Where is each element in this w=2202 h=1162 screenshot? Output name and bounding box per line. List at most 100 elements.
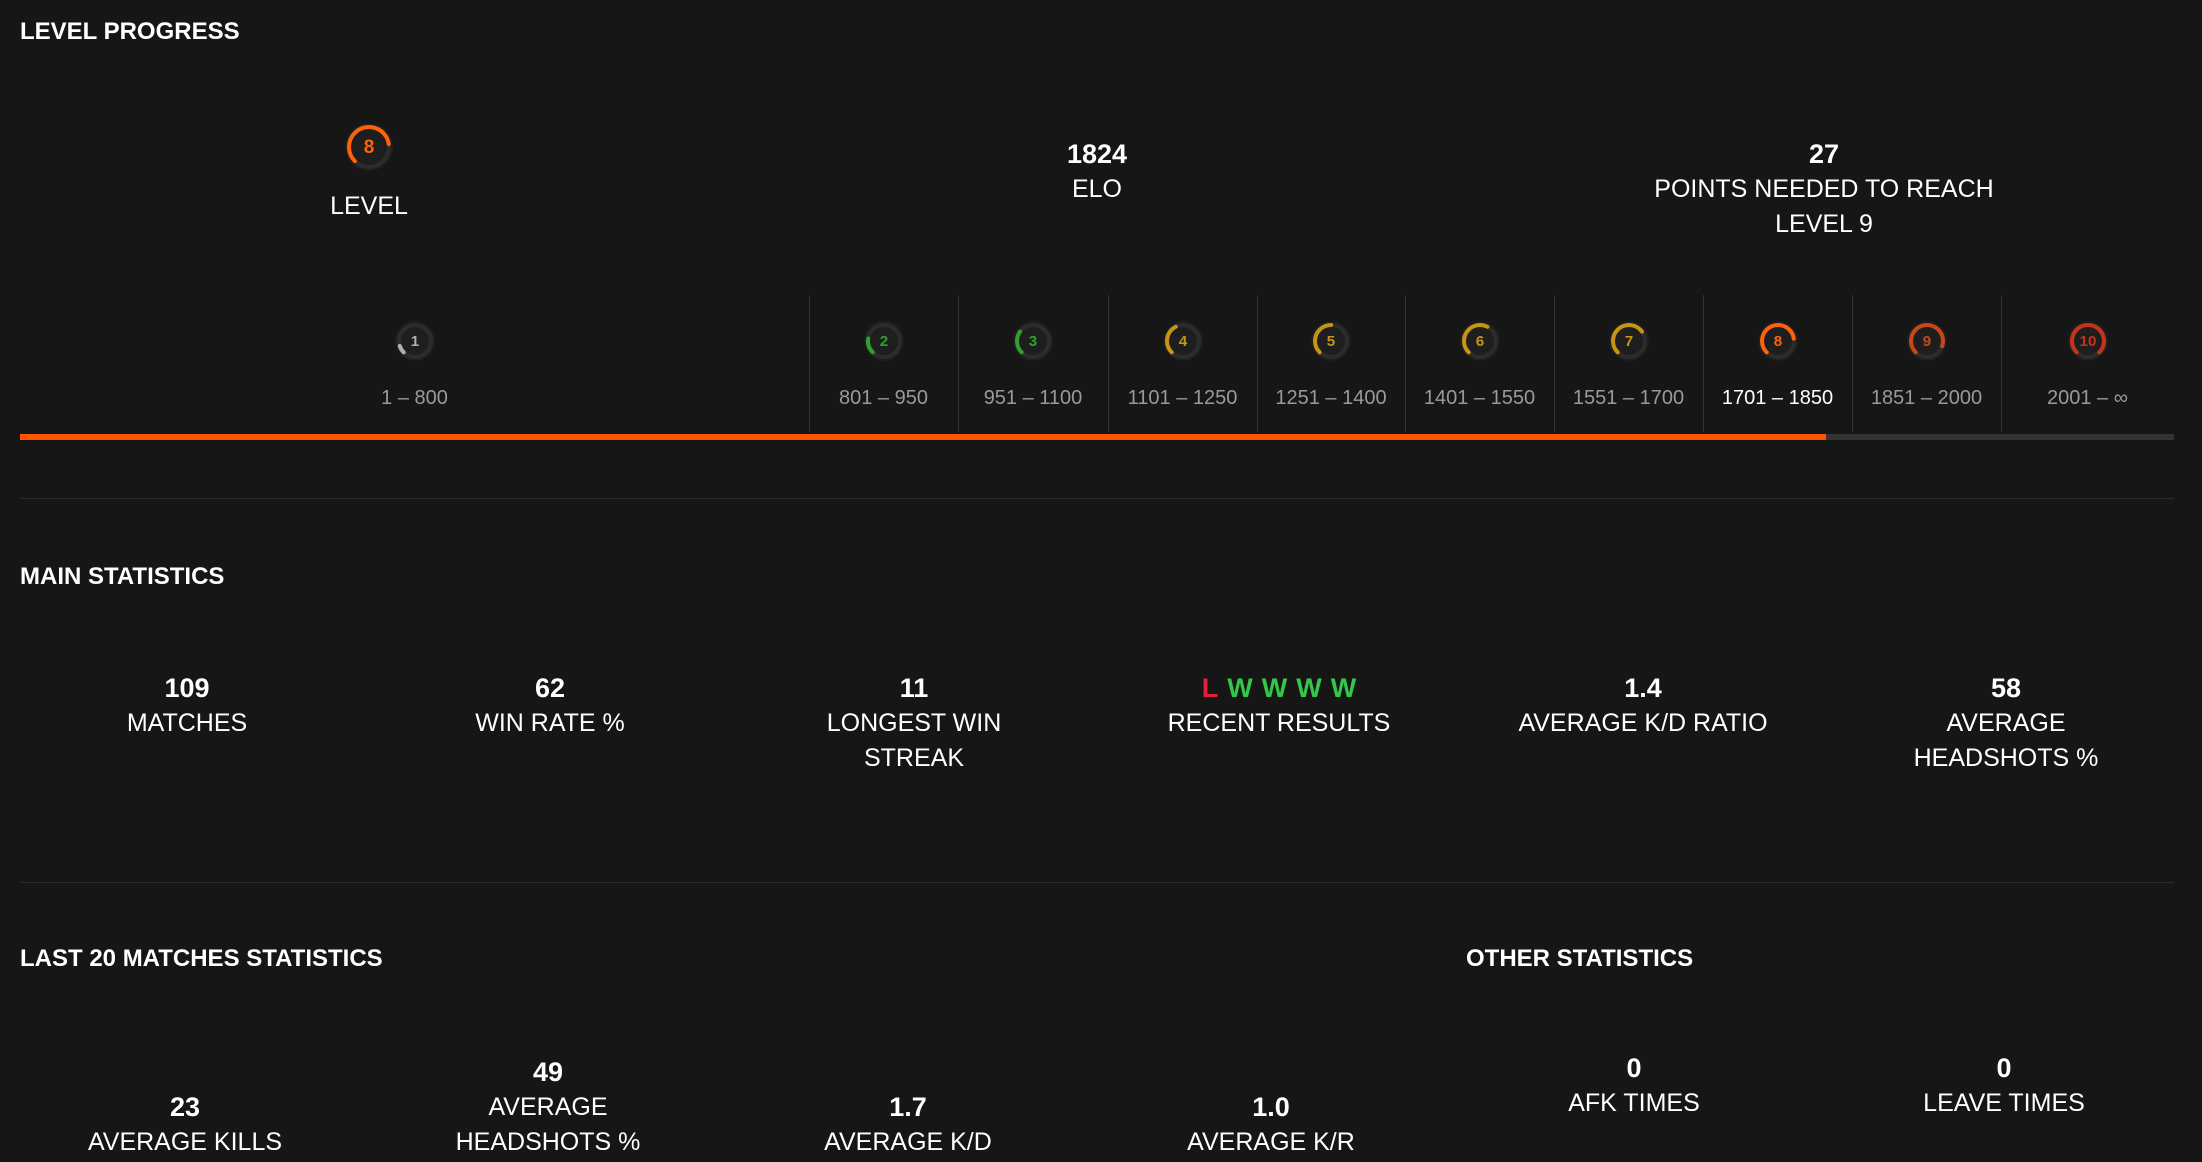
stat: 62 WIN RATE % [370, 670, 730, 741]
level-icon: 1 [394, 321, 435, 361]
level-range: 951 – 1100 [983, 387, 1083, 409]
level-range: 2001 – ∞ [2047, 387, 2128, 409]
icon-track [396, 323, 433, 359]
stat: 11 LONGEST WIN STREAK [774, 670, 1054, 776]
result: W [1227, 673, 1253, 703]
icon-number: 4 [1178, 333, 1187, 350]
divider [20, 882, 2174, 883]
stat: 109 MATCHES [7, 670, 367, 741]
stat: 0 LEAVE TIMES [1824, 1050, 2184, 1121]
section-title: OTHER STATISTICS [1466, 945, 1694, 972]
icon-arc [865, 323, 902, 359]
separator [2001, 295, 2002, 432]
divider [20, 498, 2174, 499]
level-icon: 8 [1757, 321, 1798, 361]
level-range: 1 – 800 [381, 387, 448, 409]
level-icon: 6 [1459, 321, 1500, 361]
icon-arc [1610, 323, 1647, 359]
stat-value: 0 [1996, 1053, 2012, 1083]
level-range: 1851 – 2000 [1870, 387, 1983, 409]
icon-arc [347, 125, 391, 169]
result: W [1330, 673, 1357, 703]
level-icon: 7 [1608, 321, 1649, 361]
stat: 58 AVERAGE HEADSHOTS % [1866, 670, 2146, 776]
stat-label: AVERAGE HEADSHOTS % [455, 1093, 641, 1156]
stat-value: 1.4 [1624, 673, 1662, 703]
stat: 1.4 AVERAGE K/D RATIO [1463, 670, 1823, 741]
summary-elo: 1824 ELO [1067, 136, 1127, 207]
level-icon: 10 [2067, 321, 2108, 361]
stat-value: 58 [1990, 673, 2022, 703]
icon-number: 2 [879, 333, 887, 350]
level-range: 801 – 950 [839, 387, 928, 409]
level-icon: 2 [863, 321, 904, 361]
result: W [1296, 673, 1322, 703]
stat: 1.7 AVERAGE K/D [728, 1089, 1088, 1160]
icon-number: 8 [1773, 333, 1781, 350]
level-icon: 8 [345, 123, 393, 171]
section-title: MAIN STATISTICS [20, 563, 225, 590]
stat-label: AVERAGE K/D RATIO [1518, 709, 1768, 737]
stat: 23 AVERAGE KILLS [5, 1089, 365, 1160]
icon-number: 1 [410, 333, 419, 350]
stat-value: 109 [164, 673, 210, 703]
level-range: 1551 – 1700 [1572, 387, 1685, 409]
level-range: 1251 – 1400 [1275, 387, 1387, 409]
stat-label: AFK TIMES [1568, 1089, 1700, 1117]
stat-value: 23 [169, 1092, 201, 1122]
separator [1108, 295, 1109, 432]
level-range: 1101 – 1250 [1127, 387, 1238, 409]
stat-label: AVERAGE KILLS [87, 1128, 283, 1156]
icon-number: 3 [1029, 333, 1037, 350]
section-title: LEVEL PROGRESS [20, 18, 240, 45]
level-icon: 4 [1162, 321, 1203, 361]
result: W [1261, 673, 1288, 703]
level-icon: 5 [1311, 321, 1351, 361]
level-range: 1401 – 1550 [1423, 387, 1536, 409]
stat-value: 62 [534, 673, 566, 703]
separator [958, 295, 959, 432]
separator [1852, 295, 1853, 432]
icon-arc [1759, 323, 1796, 359]
level-icon: 3 [1013, 321, 1053, 361]
icon-number: 7 [1624, 333, 1632, 350]
icon-arc [1908, 323, 1945, 359]
stat-value: 0 [1626, 1053, 1642, 1083]
stat-value: 11 [899, 673, 929, 703]
stat-value: 49 [532, 1057, 564, 1087]
stat: 0 AFK TIMES [1454, 1050, 1814, 1121]
level-label: LEVEL [330, 192, 408, 220]
icon-number: 10 [2079, 333, 2096, 350]
stat-label: LONGEST WIN STREAK [826, 709, 1002, 772]
icon-arc [396, 323, 433, 359]
separator [1405, 295, 1406, 432]
points-label: POINTS NEEDED TO REACH LEVEL 9 [1654, 175, 1994, 238]
icon-arc [1164, 323, 1201, 359]
section-title: LAST 20 MATCHES STATISTICS [20, 945, 383, 972]
stat: 49 AVERAGE HEADSHOTS % [408, 1054, 688, 1160]
stat-value: 1.7 [889, 1092, 927, 1122]
level-icon: 9 [1906, 321, 1947, 361]
stat-label: AVERAGE K/R [1187, 1128, 1355, 1156]
stat-label: WIN RATE % [475, 709, 625, 737]
separator [809, 295, 810, 432]
progress-fill [20, 434, 1826, 440]
stat: 1.0 AVERAGE K/R [1091, 1089, 1451, 1160]
separator [1257, 295, 1258, 432]
result: L [1201, 673, 1219, 703]
points-value: 27 [1808, 139, 1840, 169]
stat-label: LEAVE TIMES [1923, 1089, 2085, 1117]
elo-value: 1824 [1066, 139, 1128, 169]
icon-number: 5 [1327, 333, 1336, 350]
stat-label: MATCHES [126, 709, 248, 737]
icon-arc [1313, 323, 1349, 359]
elo-label: ELO [1071, 175, 1123, 203]
separator [1554, 295, 1555, 432]
icon-number: 9 [1922, 333, 1930, 350]
stat-label: AVERAGE HEADSHOTS % [1913, 709, 2099, 772]
stat: L W W W W RECENT RESULTS [1099, 670, 1459, 741]
summary-points: 27 POINTS NEEDED TO REACH LEVEL 9 [1635, 136, 2013, 242]
icon-bg [345, 123, 393, 171]
